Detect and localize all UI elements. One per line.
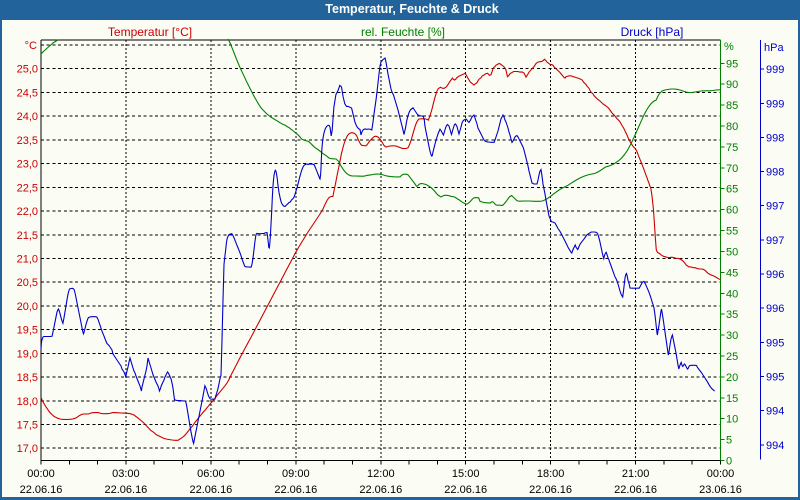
- svg-text:00:00: 00:00: [27, 468, 55, 480]
- svg-text:22.06.16: 22.06.16: [529, 484, 572, 496]
- svg-text:20: 20: [726, 372, 738, 384]
- svg-text:18,5: 18,5: [17, 372, 38, 384]
- svg-text:994: 994: [766, 440, 784, 452]
- svg-text:995: 995: [766, 337, 784, 349]
- svg-text:85: 85: [726, 100, 738, 112]
- svg-text:90: 90: [726, 79, 738, 91]
- svg-text:19,5: 19,5: [17, 325, 38, 337]
- svg-text:18:00: 18:00: [537, 468, 565, 480]
- svg-text:°C: °C: [25, 40, 37, 52]
- svg-text:22.06.16: 22.06.16: [104, 484, 147, 496]
- svg-text:40: 40: [726, 288, 738, 300]
- svg-text:23.06.16: 23.06.16: [699, 484, 742, 496]
- svg-text:65: 65: [726, 184, 738, 196]
- svg-text:09:00: 09:00: [282, 468, 310, 480]
- svg-text:997: 997: [766, 201, 784, 213]
- svg-text:70: 70: [726, 163, 738, 175]
- svg-text:00:00: 00:00: [707, 468, 735, 480]
- svg-text:999: 999: [766, 98, 784, 110]
- svg-text:15: 15: [726, 393, 738, 405]
- svg-text:22.06.16: 22.06.16: [20, 484, 63, 496]
- svg-text:23,5: 23,5: [17, 135, 38, 147]
- svg-text:03:00: 03:00: [112, 468, 140, 480]
- svg-text:24,5: 24,5: [17, 87, 38, 99]
- svg-text:50: 50: [726, 246, 738, 258]
- svg-text:996: 996: [766, 303, 784, 315]
- svg-text:25,0: 25,0: [17, 64, 38, 76]
- svg-text:Druck [hPa]: Druck [hPa]: [621, 25, 684, 39]
- svg-text:12:00: 12:00: [367, 468, 395, 480]
- svg-text:25: 25: [726, 351, 738, 363]
- svg-text:35: 35: [726, 309, 738, 321]
- svg-text:22,5: 22,5: [17, 182, 38, 194]
- svg-text:994: 994: [766, 406, 784, 418]
- svg-text:55: 55: [726, 226, 738, 238]
- svg-text:22.06.16: 22.06.16: [359, 484, 402, 496]
- svg-text:998: 998: [766, 132, 784, 144]
- svg-text:hPa: hPa: [764, 42, 784, 54]
- svg-text:18,0: 18,0: [17, 396, 38, 408]
- svg-text:23,0: 23,0: [17, 159, 38, 171]
- svg-text:21:00: 21:00: [622, 468, 650, 480]
- svg-text:75: 75: [726, 142, 738, 154]
- svg-text:22.06.16: 22.06.16: [274, 484, 317, 496]
- svg-text:22.06.16: 22.06.16: [614, 484, 657, 496]
- svg-text:20,5: 20,5: [17, 277, 38, 289]
- svg-text:60: 60: [726, 205, 738, 217]
- svg-text:Temperatur [°C]: Temperatur [°C]: [108, 25, 192, 39]
- svg-text:10: 10: [726, 414, 738, 426]
- svg-text:%: %: [724, 41, 734, 53]
- svg-text:997: 997: [766, 235, 784, 247]
- svg-text:15:00: 15:00: [452, 468, 480, 480]
- svg-text:24,0: 24,0: [17, 111, 38, 123]
- svg-text:999: 999: [766, 64, 784, 76]
- svg-text:21,0: 21,0: [17, 254, 38, 266]
- svg-text:30: 30: [726, 330, 738, 342]
- svg-text:20,0: 20,0: [17, 301, 38, 313]
- svg-text:998: 998: [766, 167, 784, 179]
- svg-text:19,0: 19,0: [17, 348, 38, 360]
- svg-text:45: 45: [726, 267, 738, 279]
- svg-text:17,5: 17,5: [17, 420, 38, 432]
- svg-text:22,0: 22,0: [17, 206, 38, 218]
- svg-text:5: 5: [726, 435, 732, 447]
- svg-text:06:00: 06:00: [197, 468, 225, 480]
- svg-text:22.06.16: 22.06.16: [444, 484, 487, 496]
- svg-text:rel. Feuchte [%]: rel. Feuchte [%]: [361, 25, 445, 39]
- svg-text:95: 95: [726, 58, 738, 70]
- svg-text:21,5: 21,5: [17, 230, 38, 242]
- svg-text:0: 0: [726, 456, 732, 468]
- svg-text:995: 995: [766, 372, 784, 384]
- svg-text:22.06.16: 22.06.16: [189, 484, 232, 496]
- svg-text:80: 80: [726, 121, 738, 133]
- svg-text:996: 996: [766, 269, 784, 281]
- svg-text:17,0: 17,0: [17, 443, 38, 455]
